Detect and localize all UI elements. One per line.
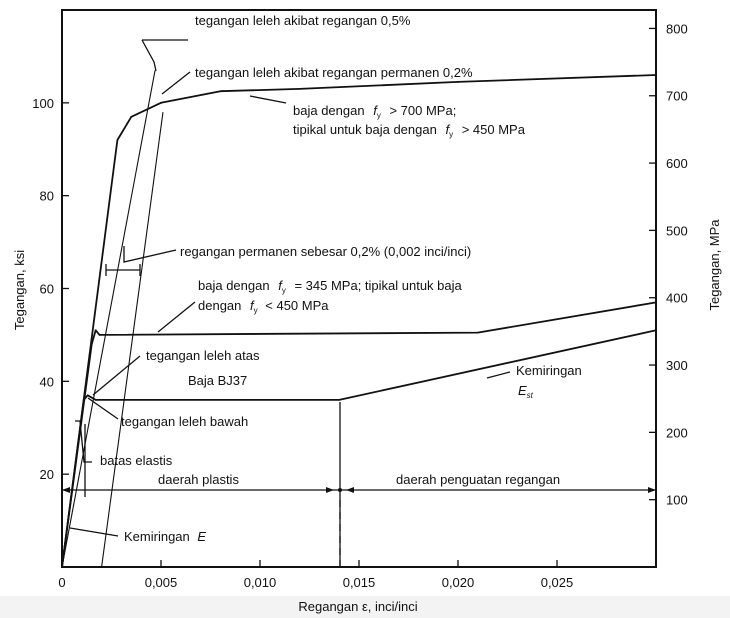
x-tick-label: 0,015	[343, 575, 376, 590]
series-bj37-point	[94, 399, 97, 401]
symbol-sub-y: y	[254, 306, 258, 315]
y-right-tick-label: 800	[666, 21, 688, 36]
series-bj37-point	[655, 329, 657, 332]
annotation-fy700-suffix: > 700 MPa;	[389, 103, 456, 118]
y-right-tick-label: 300	[666, 358, 688, 373]
annotation-plastic-region: daerah plastis	[158, 472, 239, 487]
x-tick-label: 0	[58, 575, 65, 590]
x-tick-label: 0,010	[244, 575, 277, 590]
offset-line	[101, 112, 164, 568]
y-tick-label: 60	[40, 282, 54, 297]
region-arrowheads	[62, 487, 656, 493]
symbol-f: f	[278, 278, 283, 293]
annotation-lower-yield: tegangan leleh bawah	[121, 414, 248, 429]
series-fy700-point	[116, 139, 119, 141]
series-fy345-point	[98, 334, 101, 336]
series-fy345-point	[655, 301, 657, 304]
annotation-fy345-prefix: baja dengan	[198, 278, 270, 293]
y-right-tick-label: 700	[666, 89, 688, 104]
y-right-tick-label: 500	[666, 223, 688, 238]
x-axis-ticks: 0 0,005 0,010 0,015 0,020 0,025	[58, 560, 573, 590]
annotation-fy700-line2: tipikal untuk baja dengan fy > 450 MPa	[293, 122, 526, 140]
series-lines	[61, 74, 657, 568]
y-tick-label: 80	[40, 189, 54, 204]
y-axis-right-title: Tegangan, MPa	[707, 219, 722, 311]
y-axis-title: Tegangan, ksi	[12, 250, 27, 330]
series-fy700-point	[457, 81, 459, 83]
annotation-yield-05: tegangan leleh akibat regangan 0,5%	[195, 13, 411, 28]
series-bj37-point	[82, 399, 85, 401]
symbol-e: E	[518, 383, 527, 398]
annotation-slope-e-label: Kemiringan	[124, 529, 190, 544]
symbol-e-st: Est	[518, 383, 534, 400]
annotation-fy700-prefix: baja dengan	[293, 103, 365, 118]
annotation-slope-est: Kemiringan	[516, 363, 582, 378]
series-fy345-point	[94, 329, 97, 332]
annotation-lt450: < 450 MPa	[265, 298, 329, 313]
x-tick-label: 0,025	[541, 575, 574, 590]
symbol-sub-y: y	[449, 130, 453, 139]
y-right-tick-label: 600	[666, 156, 688, 171]
annotation-fy450-suffix: > 450 MPa	[462, 122, 526, 137]
y-right-tick-label: 100	[666, 493, 688, 508]
series-fy700-point	[160, 101, 162, 104]
annotation-yield-02: tegangan leleh akibat regangan permanen …	[195, 65, 473, 80]
y-right-tick-label: 200	[666, 425, 688, 440]
annotation-fy700-line1: baja dengan fy > 700 MPa;	[293, 103, 456, 121]
y-axis-right-ticks: 100 200 300 400 500 600 700 800	[649, 21, 688, 508]
leader-lines	[62, 39, 656, 566]
x-tick-label: 0,020	[442, 575, 475, 590]
annotations: tegangan leleh akibat regangan 0,5% tega…	[100, 13, 582, 544]
symbol-f: f	[373, 103, 378, 118]
y-tick-label: 40	[40, 374, 54, 389]
annotation-permanent-strain: regangan permanen sebesar 0,2% (0,002 in…	[180, 244, 471, 259]
y-right-tick-label: 400	[666, 291, 688, 306]
x-tick-label: 0,005	[145, 575, 178, 590]
series-fy700-point	[219, 90, 222, 93]
series-fy700-point	[130, 115, 133, 118]
annotation-fy345-line2: dengan fy < 450 MPa	[198, 298, 329, 316]
annotation-elastic-limit: batas elastis	[100, 453, 173, 468]
symbol-f: f	[445, 122, 450, 137]
series-fy700-point	[655, 74, 657, 76]
watermark-band	[0, 596, 730, 618]
series-fy345-line	[61, 301, 657, 568]
series-bj37-point	[338, 399, 341, 401]
offset-line	[61, 70, 156, 568]
symbol-sub-y: y	[377, 111, 381, 120]
symbol-sub-st: st	[527, 391, 534, 400]
series-fy700-line	[61, 74, 657, 568]
annotation-fy345-line1: baja dengan fy = 345 MPa; tipikal untuk …	[198, 278, 463, 296]
y-tick-label: 100	[32, 96, 54, 111]
series-fy345-point	[476, 331, 479, 334]
annotation-strain-hardening-region: daerah penguatan regangan	[396, 472, 560, 487]
series-fy345-point	[90, 343, 93, 346]
series-bj37-point	[61, 566, 63, 568]
annotation-bj37: Baja BJ37	[188, 373, 247, 388]
annotation-fy345-suffix: = 345 MPa; tipikal untuk baja	[294, 278, 462, 293]
offset-lines	[61, 70, 164, 568]
y-tick-label: 20	[40, 467, 54, 482]
annotation-fy450-prefix: tipikal untuk baja dengan	[293, 122, 437, 137]
annotation-dengan: dengan	[198, 298, 241, 313]
series-fy700-point	[298, 88, 301, 90]
x-axis-title: Regangan ε, inci/inci	[298, 599, 417, 614]
annotation-slope-e: Kemiringan E	[124, 529, 206, 544]
symbol-sub-y: y	[282, 286, 286, 295]
symbol-f: f	[250, 298, 255, 313]
annotation-upper-yield: tegangan leleh atas	[146, 348, 260, 363]
symbol-e: E	[197, 529, 206, 544]
y-axis-ticks: 20 40 60 80 100	[32, 96, 69, 482]
series-bj37-point	[86, 394, 89, 397]
